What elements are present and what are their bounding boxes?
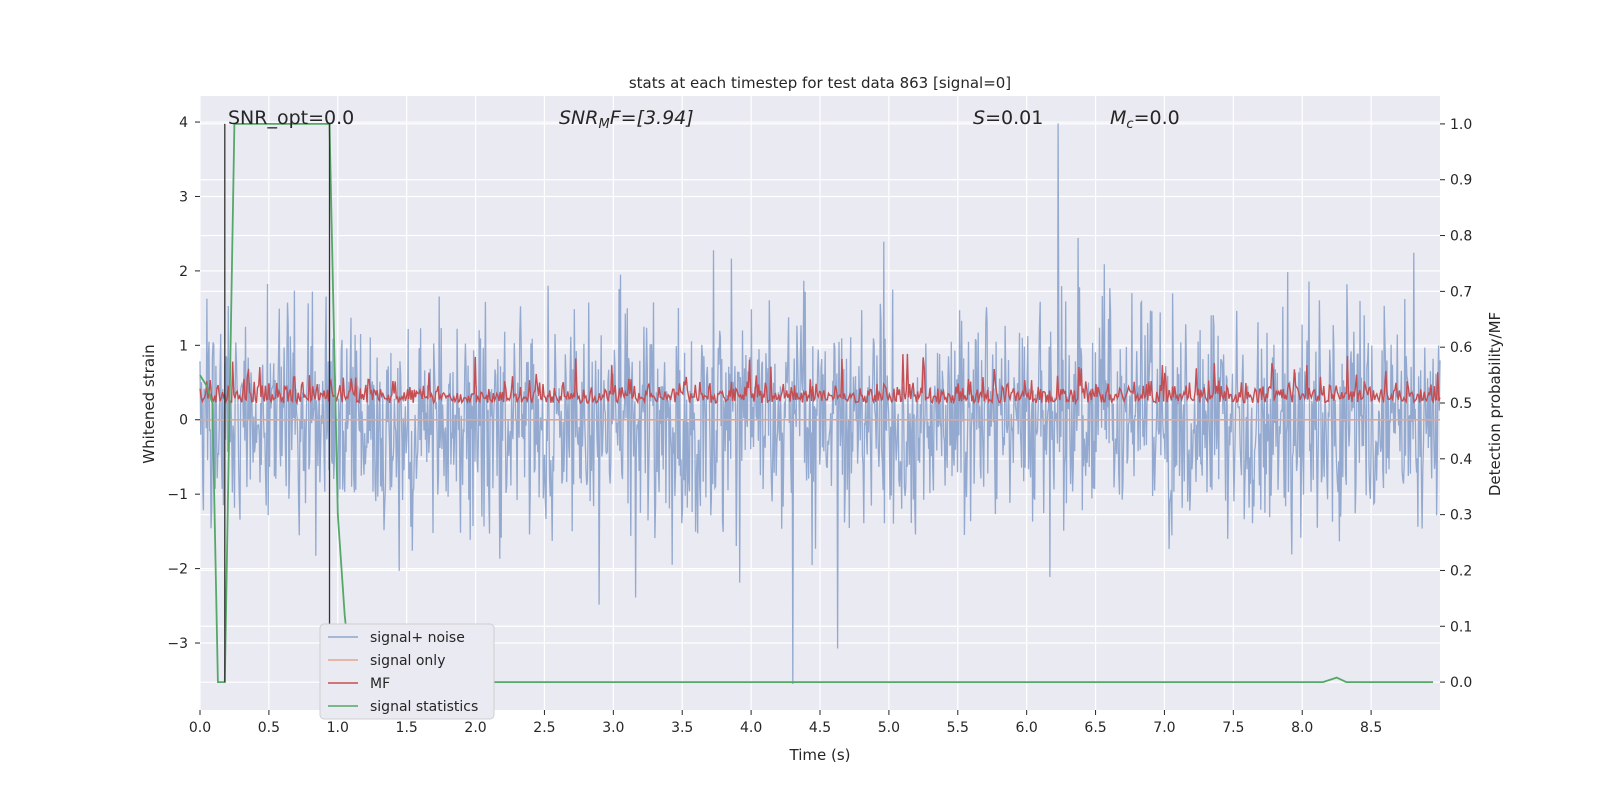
annotation-mc-sub: c bbox=[1126, 117, 1133, 132]
y-right-tick-label: 0.1 bbox=[1450, 619, 1472, 635]
chart-title: stats at each timestep for test data 863… bbox=[629, 74, 1011, 92]
annotation-s-label: S bbox=[973, 107, 985, 129]
series-signal-noise bbox=[199, 123, 1441, 685]
series-mf bbox=[199, 353, 1441, 406]
x-tick-label: 1.5 bbox=[396, 720, 418, 736]
x-tick-label: 4.5 bbox=[809, 720, 831, 736]
annotation-snr-mf-sub: M bbox=[598, 117, 609, 132]
y-right-tick-label: 0.7 bbox=[1450, 284, 1472, 300]
annotation-mc-value: =0.0 bbox=[1134, 107, 1180, 129]
annotation-snr-mf: SNRMF=[3.94] bbox=[559, 107, 694, 132]
x-tick-label: 6.5 bbox=[1084, 720, 1106, 736]
annotation-s: S=0.01 bbox=[973, 107, 1043, 129]
x-tick-label: 8.5 bbox=[1360, 720, 1382, 736]
y-right-tick-label: 0.9 bbox=[1450, 173, 1472, 189]
x-tick-label: 0.0 bbox=[189, 720, 211, 736]
y-left-tick-label: −3 bbox=[167, 636, 188, 652]
ticks: 0.0 0.5 1.0 1.5 2.0 2.5 3.0 3.5 4.0 4.5 5.0 5.5 6.0 6… bbox=[167, 115, 1472, 736]
x-tick-label: 7.0 bbox=[1153, 720, 1175, 736]
y-right-tick-label: 0.6 bbox=[1450, 340, 1472, 356]
x-tick-label: 2.0 bbox=[464, 720, 486, 736]
legend-label-signal-noise: signal+ noise bbox=[370, 630, 465, 646]
x-tick-label: 2.5 bbox=[533, 720, 555, 736]
annotation-snr-mf-rest: F=[3.94] bbox=[610, 107, 694, 129]
y-right-tick-label: 0.3 bbox=[1450, 508, 1472, 524]
y-right-tick-label: 0.8 bbox=[1450, 229, 1472, 245]
y-axis-label-right: Detection probability/MF bbox=[1486, 312, 1504, 496]
annotation-mc-base: M bbox=[1110, 107, 1126, 129]
y-left-tick-label: 3 bbox=[179, 189, 188, 205]
x-axis-label: Time (s) bbox=[789, 746, 851, 764]
y-left-tick-label: −2 bbox=[167, 562, 188, 578]
y-right-tick-label: 0.2 bbox=[1450, 563, 1472, 579]
annotation-mc: Mc=0.0 bbox=[1110, 107, 1180, 132]
y-left-tick-label: 4 bbox=[179, 115, 188, 131]
y-axis-label-left: Whitened strain bbox=[140, 344, 158, 463]
y-right-tick-label: 0.0 bbox=[1450, 675, 1472, 691]
y-left-tick-label: 0 bbox=[179, 413, 188, 429]
x-tick-label: 4.0 bbox=[740, 720, 762, 736]
x-tick-label: 5.0 bbox=[878, 720, 900, 736]
y-left-tick-label: 2 bbox=[179, 264, 188, 280]
x-tick-label: 6.0 bbox=[1016, 720, 1038, 736]
legend: signal+ noise signal only MF signal stat… bbox=[319, 623, 495, 720]
x-tick-label: 8.0 bbox=[1291, 720, 1313, 736]
series-signal-statistics bbox=[199, 123, 1434, 683]
legend-label-signal-statistics: signal statistics bbox=[370, 699, 478, 715]
y-right-tick-label: 0.5 bbox=[1450, 396, 1472, 412]
y-right-tick-label: 0.4 bbox=[1450, 452, 1472, 468]
legend-box bbox=[319, 623, 495, 720]
annotation-snr-mf-base: SNR bbox=[559, 107, 598, 129]
y-right-tick-label: 1.0 bbox=[1450, 117, 1472, 133]
annotation-s-value: =0.01 bbox=[985, 107, 1043, 129]
data-layer bbox=[199, 123, 1441, 685]
legend-label-mf: MF bbox=[370, 676, 390, 692]
legend-label-signal-only: signal only bbox=[370, 653, 445, 669]
x-tick-label: 3.5 bbox=[671, 720, 693, 736]
x-tick-label: 7.5 bbox=[1222, 720, 1244, 736]
y-left-tick-label: 1 bbox=[179, 338, 188, 354]
annotation-snr-opt: SNR_opt=0.0 bbox=[228, 107, 354, 129]
x-tick-label: 0.5 bbox=[258, 720, 280, 736]
y-left-tick-label: −1 bbox=[167, 487, 188, 503]
x-tick-label: 3.0 bbox=[602, 720, 624, 736]
x-tick-label: 1.0 bbox=[327, 720, 349, 736]
x-tick-label: 5.5 bbox=[947, 720, 969, 736]
